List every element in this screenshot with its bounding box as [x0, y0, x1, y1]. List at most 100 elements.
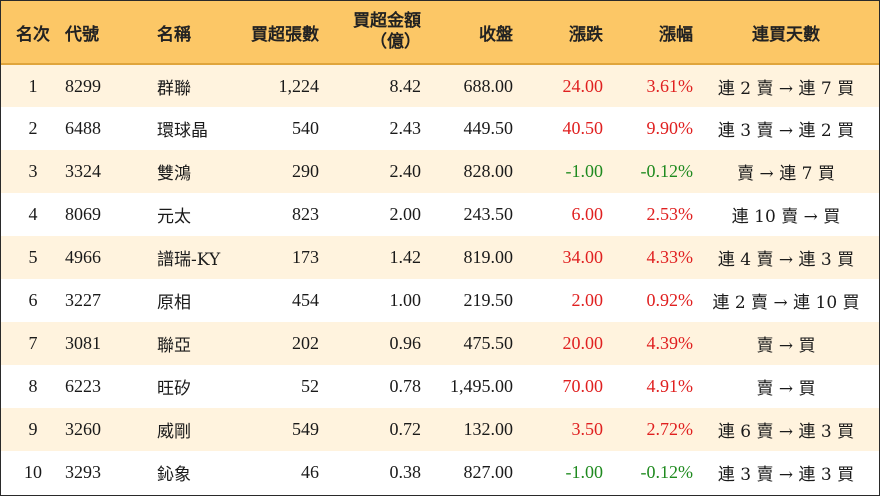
- cell-pct: 2.72%: [646, 419, 694, 439]
- cell-close: 132.00: [463, 419, 514, 439]
- table-row: 9 3260 威剛 549 0.72 132.00 3.50 2.72% 連 6 賣 → 連 3…: [1, 408, 879, 451]
- cell-pct: 0.92%: [646, 290, 694, 310]
- cell-name: 旺矽: [157, 379, 191, 399]
- table-row: 5 4966 譜瑞-KY 173 1.42 819.00 34.00 4.33% 連 4 賣 →…: [1, 236, 879, 279]
- cell-pct: -0.12%: [640, 161, 694, 181]
- cell-change: 6.00: [571, 204, 604, 224]
- table-row: 7 3081 聯亞 202 0.96 475.50 20.00 4.39% 賣 → 買: [1, 322, 879, 365]
- cell-code: 3293: [65, 462, 101, 482]
- cell-close: 243.50: [463, 204, 514, 224]
- header-rank: 名次: [1, 1, 65, 65]
- cell-amount: 1.42: [389, 247, 422, 267]
- cell-streak: 連 3 賣 → 連 3 買: [717, 465, 855, 485]
- cell-amount: 2.40: [389, 161, 422, 181]
- table-header: 名次 代號 名稱 買超張數 買超金額 （億） 收盤 漲跌 漲幅 連買天數: [1, 1, 879, 65]
- cell-change: 20.00: [562, 333, 604, 353]
- cell-amount: 0.96: [389, 333, 422, 353]
- header-row: 名次 代號 名稱 買超張數 買超金額 （億） 收盤 漲跌 漲幅 連買天數: [1, 1, 879, 65]
- cell-name: 群聯: [157, 78, 191, 99]
- table-row: 1 8299 群聯 1,224 8.42 688.00 24.00 3.61% 連 2 賣 → …: [1, 64, 879, 107]
- cell-lots: 173: [292, 247, 319, 267]
- cell-name: 聯亞: [157, 336, 191, 356]
- cell-streak: 連 2 賣 → 連 10 買: [712, 293, 860, 313]
- cell-lots: 46: [301, 462, 319, 482]
- cell-close: 475.50: [463, 333, 514, 353]
- cell-pct: 4.91%: [646, 376, 694, 396]
- header-pct: 漲幅: [603, 1, 693, 65]
- cell-streak: 賣 → 買: [756, 336, 816, 356]
- cell-name: 原相: [157, 293, 191, 313]
- cell-close: 828.00: [463, 161, 514, 181]
- cell-change: -1.00: [565, 462, 604, 482]
- cell-rank: 3: [28, 161, 38, 181]
- cell-code: 8069: [65, 204, 101, 224]
- cell-pct: 4.39%: [646, 333, 694, 353]
- header-amount-line2: （億）: [370, 32, 421, 52]
- cell-pct: 3.61%: [646, 75, 694, 96]
- cell-code: 8299: [65, 75, 101, 96]
- cell-change: 2.00: [571, 290, 604, 310]
- cell-change: 40.50: [562, 118, 604, 138]
- cell-streak: 賣 → 連 7 買: [737, 164, 835, 184]
- cell-streak: 連 4 賣 → 連 3 買: [717, 250, 855, 270]
- cell-change: 3.50: [571, 419, 604, 439]
- header-streak: 連買天數: [693, 1, 879, 65]
- cell-close: 1,495.00: [450, 376, 513, 396]
- cell-amount: 0.78: [389, 376, 422, 396]
- table-row: 6 3227 原相 454 1.00 219.50 2.00 0.92% 連 2 賣 → 連 1…: [1, 279, 879, 322]
- table-row: 8 6223 旺矽 52 0.78 1,495.00 70.00 4.91% 賣 → 買: [1, 365, 879, 408]
- cell-name: 威剛: [157, 422, 191, 442]
- cell-rank: 10: [24, 462, 42, 482]
- cell-close: 449.50: [463, 118, 514, 138]
- cell-amount: 8.42: [389, 75, 422, 96]
- cell-pct: 4.33%: [646, 247, 694, 267]
- cell-streak: 連 10 賣 → 買: [731, 207, 841, 227]
- cell-streak: 賣 → 買: [756, 379, 816, 399]
- header-name: 名稱: [135, 1, 239, 65]
- table-row: 4 8069 元太 823 2.00 243.50 6.00 2.53% 連 10 賣 → 買: [1, 193, 879, 236]
- cell-amount: 2.43: [389, 118, 422, 138]
- cell-code: 3227: [65, 290, 101, 310]
- header-amount-line1: 買超金額: [353, 11, 421, 31]
- header-change: 漲跌: [513, 1, 603, 65]
- cell-lots: 202: [292, 333, 319, 353]
- cell-rank: 7: [28, 333, 38, 353]
- cell-rank: 5: [28, 247, 38, 267]
- cell-rank: 6: [28, 290, 38, 310]
- table-row: 3 3324 雙鴻 290 2.40 828.00 -1.00 -0.12% 賣 → 連 7 買: [1, 150, 879, 193]
- cell-code: 6488: [65, 118, 101, 138]
- cell-streak: 連 2 賣 → 連 7 買: [717, 78, 855, 99]
- header-close: 收盤: [421, 1, 513, 65]
- table-body: 1 8299 群聯 1,224 8.42 688.00 24.00 3.61% 連 2 賣 → …: [1, 64, 879, 494]
- cell-code: 3324: [65, 161, 101, 181]
- cell-code: 3260: [65, 419, 101, 439]
- cell-lots: 540: [292, 118, 319, 138]
- cell-rank: 8: [28, 376, 38, 396]
- cell-rank: 4: [28, 204, 38, 224]
- cell-pct: -0.12%: [640, 462, 694, 482]
- cell-close: 688.00: [463, 75, 514, 96]
- cell-lots: 52: [301, 376, 319, 396]
- table-row: 2 6488 環球晶 540 2.43 449.50 40.50 9.90% 連 3 賣 → 連…: [1, 107, 879, 150]
- cell-lots: 823: [292, 204, 319, 224]
- cell-code: 3081: [65, 333, 101, 353]
- cell-change: 70.00: [562, 376, 604, 396]
- cell-rank: 1: [28, 75, 38, 96]
- cell-code: 4966: [65, 247, 101, 267]
- cell-change: -1.00: [565, 161, 604, 181]
- cell-amount: 0.38: [389, 462, 422, 482]
- cell-streak: 連 6 賣 → 連 3 買: [717, 422, 855, 442]
- header-code: 代號: [65, 1, 135, 65]
- cell-pct: 9.90%: [646, 118, 694, 138]
- cell-name: 雙鴻: [157, 164, 191, 184]
- cell-name: 元太: [157, 207, 191, 227]
- cell-streak: 連 3 賣 → 連 2 買: [717, 121, 855, 141]
- cell-name: 環球晶: [157, 121, 208, 141]
- cell-amount: 2.00: [389, 204, 422, 224]
- header-lots: 買超張數: [239, 1, 319, 65]
- cell-code: 6223: [65, 376, 101, 396]
- cell-close: 827.00: [463, 462, 514, 482]
- cell-amount: 0.72: [389, 419, 422, 439]
